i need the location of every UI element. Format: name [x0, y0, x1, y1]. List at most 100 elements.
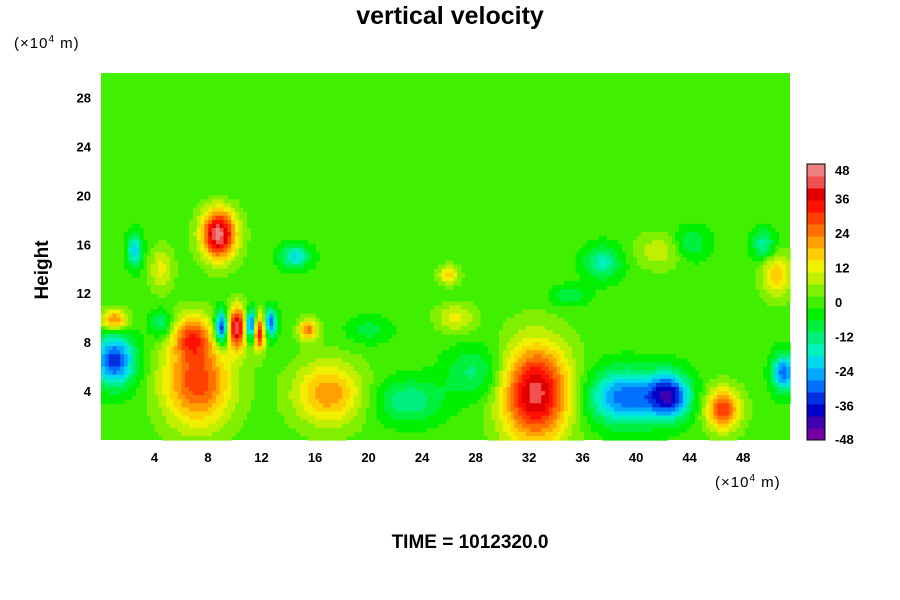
heatmap-cell — [583, 289, 588, 294]
heatmap-cell — [223, 248, 228, 254]
heatmap-cell — [548, 329, 554, 335]
heatmap-cell — [257, 321, 263, 327]
heatmap-cell — [250, 305, 255, 311]
heatmap-cell — [177, 403, 182, 408]
heatmap-cell — [388, 399, 393, 404]
heatmap-cell — [361, 325, 366, 331]
heatmap-cell — [613, 268, 619, 274]
heatmap-cell — [292, 362, 297, 368]
heatmap-cell — [736, 391, 741, 396]
heatmap-cell — [701, 407, 707, 413]
heatmap-cell — [326, 374, 332, 380]
heatmap-cell — [763, 293, 768, 298]
heatmap-cell — [453, 358, 458, 364]
heatmap-cell — [541, 338, 546, 343]
heatmap-cell — [552, 317, 558, 323]
heatmap-cell — [487, 403, 493, 408]
heatmap-cell — [464, 391, 470, 396]
heatmap-cell — [288, 407, 293, 413]
heatmap-cell — [583, 260, 588, 266]
heatmap-cell — [755, 236, 760, 241]
heatmap-cell — [368, 378, 374, 384]
heatmap-cell — [200, 317, 205, 323]
heatmap-cell — [525, 431, 531, 437]
heatmap-cell — [575, 293, 581, 298]
heatmap-cell — [257, 313, 263, 319]
heatmap-cell — [602, 423, 607, 429]
heatmap-cell — [116, 391, 121, 396]
heatmap-cell — [288, 391, 293, 396]
heatmap-cell — [166, 362, 171, 368]
heatmap-cell — [334, 378, 339, 384]
heatmap-cell — [104, 362, 110, 368]
heatmap-cell — [123, 260, 129, 266]
heatmap-cell — [552, 407, 558, 413]
heatmap-cell — [518, 399, 523, 404]
heatmap-cell — [215, 423, 221, 429]
heatmap-cell — [744, 419, 749, 425]
heatmap-cell — [533, 386, 538, 392]
heatmap-cell — [437, 378, 443, 384]
heatmap-cell — [640, 232, 646, 237]
heatmap-cell — [721, 378, 726, 384]
heatmap-cell — [319, 321, 324, 327]
heatmap-cell — [185, 391, 190, 396]
heatmap-cell — [698, 227, 703, 233]
colorbar-swatch — [807, 320, 825, 333]
heatmap-cell — [414, 403, 420, 408]
heatmap-cell — [104, 317, 110, 323]
heatmap-cell — [338, 411, 343, 417]
heatmap-cell — [667, 264, 672, 270]
heatmap-cell — [368, 342, 374, 347]
heatmap-cell — [223, 260, 228, 266]
heatmap-cell — [468, 301, 473, 307]
heatmap-cell — [786, 248, 791, 254]
heatmap-cell — [633, 411, 638, 417]
heatmap-cell — [506, 403, 512, 408]
heatmap-cell — [663, 427, 669, 433]
heatmap-cell — [751, 240, 757, 245]
heatmap-cell — [303, 321, 309, 327]
heatmap-cell — [349, 399, 355, 404]
heatmap-cell — [219, 256, 225, 262]
heatmap-cell — [460, 403, 466, 408]
heatmap-cell — [468, 313, 473, 319]
heatmap-cell — [127, 378, 133, 384]
heatmap-cell — [296, 407, 301, 413]
heatmap-cell — [602, 395, 607, 400]
heatmap-cell — [571, 399, 577, 404]
heatmap-cell — [146, 374, 152, 380]
heatmap-cell — [162, 244, 167, 249]
heatmap-cell — [361, 415, 366, 421]
heatmap-cell — [537, 317, 542, 323]
heatmap-cell — [613, 403, 619, 408]
heatmap-cell — [338, 407, 343, 413]
heatmap-cell — [529, 386, 535, 392]
heatmap-cell — [185, 317, 190, 323]
heatmap-cell — [380, 419, 385, 425]
heatmap-cell — [464, 317, 470, 323]
heatmap-cell — [441, 411, 447, 417]
heatmap-cell — [154, 268, 160, 274]
heatmap-cell — [663, 256, 669, 262]
heatmap-cell — [123, 240, 129, 245]
heatmap-cell — [590, 293, 596, 298]
heatmap-cell — [656, 391, 661, 396]
heatmap-cell — [173, 272, 179, 278]
heatmap-cell — [189, 386, 194, 392]
heatmap-cell — [774, 346, 780, 351]
heatmap-cell — [602, 391, 607, 396]
heatmap-cell — [445, 411, 450, 417]
heatmap-cell — [510, 382, 515, 388]
heatmap-cell — [476, 350, 481, 355]
heatmap-cell — [556, 285, 561, 290]
heatmap-cell — [774, 252, 780, 258]
heatmap-cell — [621, 260, 627, 266]
heatmap-cell — [590, 260, 596, 266]
heatmap-cell — [154, 378, 160, 384]
heatmap-cell — [135, 362, 140, 368]
heatmap-cell — [682, 415, 688, 421]
heatmap-cell — [701, 232, 707, 237]
heatmap-cell — [633, 382, 638, 388]
heatmap-cell — [441, 366, 447, 372]
